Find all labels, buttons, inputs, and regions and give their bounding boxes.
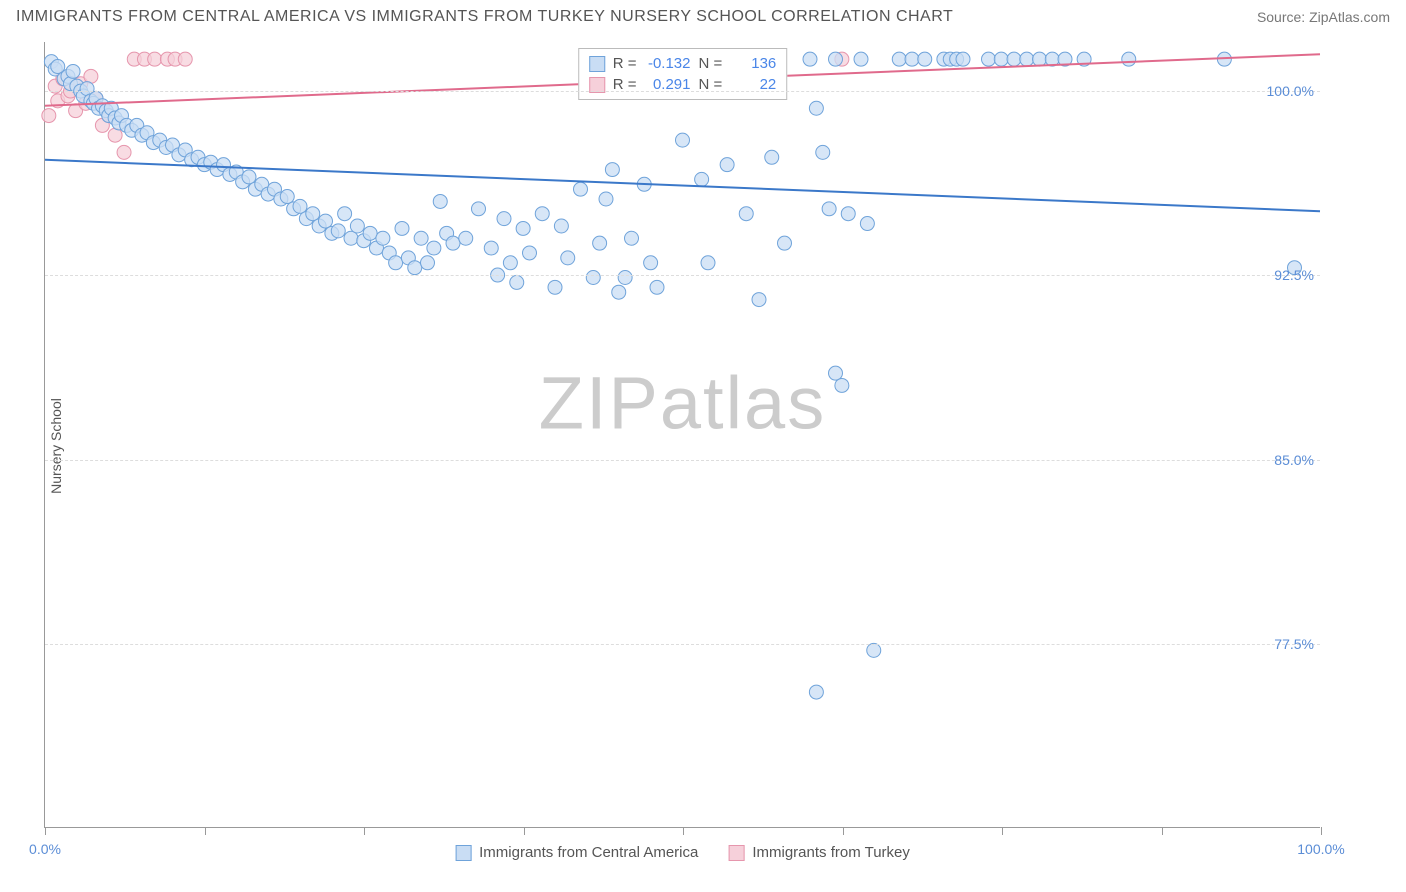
gridline: [45, 460, 1320, 461]
swatch-series2: [589, 77, 605, 93]
x-tick: [1002, 827, 1003, 835]
r-label: R =: [613, 55, 637, 72]
x-tick: [843, 827, 844, 835]
legend-bottom: Immigrants from Central America Immigran…: [455, 844, 910, 861]
y-tick-label: 92.5%: [1274, 267, 1314, 283]
stats-box: R = -0.132 N = 136 R = 0.291 N = 22: [578, 48, 788, 100]
gridline: [45, 644, 1320, 645]
swatch-series2: [728, 845, 744, 861]
gridline: [45, 91, 1320, 92]
x-tick: [364, 827, 365, 835]
legend-label-series1: Immigrants from Central America: [479, 844, 698, 861]
chart-svg: [45, 42, 1320, 827]
gridline: [45, 275, 1320, 276]
n-label: N =: [699, 55, 723, 72]
y-tick-label: 100.0%: [1267, 83, 1314, 99]
r-value: -0.132: [645, 55, 691, 72]
x-tick: [524, 827, 525, 835]
swatch-series1: [455, 845, 471, 861]
title-bar: IMMIGRANTS FROM CENTRAL AMERICA VS IMMIG…: [0, 0, 1406, 30]
y-tick-label: 85.0%: [1274, 452, 1314, 468]
x-tick: [1321, 827, 1322, 835]
x-tick: [683, 827, 684, 835]
swatch-series1: [589, 56, 605, 72]
plot-area: ZIPatlas R = -0.132 N = 136 R = 0.291 N …: [44, 42, 1320, 828]
chart-title: IMMIGRANTS FROM CENTRAL AMERICA VS IMMIG…: [16, 8, 953, 26]
source-text: Source: ZipAtlas.com: [1257, 9, 1390, 25]
x-tick: [205, 827, 206, 835]
x-tick: [45, 827, 46, 835]
x-min-label: 0.0%: [29, 841, 61, 857]
x-tick: [1162, 827, 1163, 835]
y-tick-label: 77.5%: [1274, 636, 1314, 652]
n-value: 136: [730, 55, 776, 72]
legend-label-series2: Immigrants from Turkey: [752, 844, 910, 861]
x-max-label: 100.0%: [1297, 841, 1344, 857]
legend-item-series2: Immigrants from Turkey: [728, 844, 910, 861]
stats-row-series1: R = -0.132 N = 136: [589, 53, 777, 74]
legend-item-series1: Immigrants from Central America: [455, 844, 698, 861]
